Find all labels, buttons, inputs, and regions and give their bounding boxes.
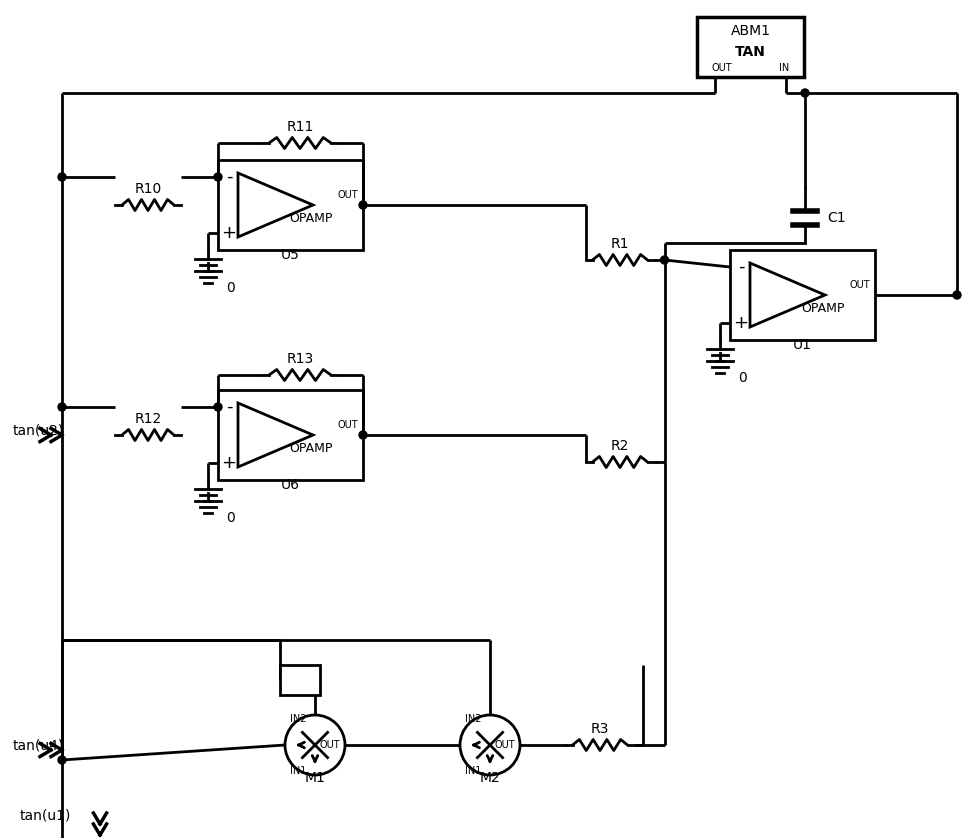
Text: U6: U6 [281, 478, 300, 492]
Circle shape [359, 431, 367, 439]
Text: +: + [733, 314, 748, 332]
Text: tan(u2): tan(u2) [13, 423, 64, 437]
Text: IN1: IN1 [465, 766, 481, 776]
Text: 0: 0 [738, 371, 747, 385]
Text: M2: M2 [479, 771, 501, 785]
Text: OPAMP: OPAMP [289, 442, 332, 454]
Text: IN2: IN2 [290, 714, 307, 724]
Text: ABM1: ABM1 [730, 24, 770, 38]
Circle shape [58, 403, 66, 411]
Text: U1: U1 [793, 338, 812, 352]
Circle shape [660, 256, 668, 264]
Text: -: - [226, 398, 232, 416]
Text: -: - [226, 168, 232, 186]
Text: R1: R1 [611, 237, 629, 251]
Text: R13: R13 [286, 352, 314, 366]
Text: +: + [221, 454, 237, 472]
Text: M1: M1 [305, 771, 325, 785]
Text: +: + [221, 224, 237, 242]
Text: IN2: IN2 [465, 714, 481, 724]
Circle shape [953, 291, 961, 299]
Bar [218, 160, 363, 250]
Text: OUT: OUT [337, 420, 358, 430]
Text: -: - [737, 258, 744, 276]
Text: OPAMP: OPAMP [801, 302, 844, 314]
Bar [218, 390, 363, 480]
Circle shape [359, 201, 367, 209]
Text: U5: U5 [281, 248, 300, 262]
Circle shape [214, 403, 222, 411]
Text: OUT: OUT [849, 280, 870, 290]
Bar [697, 17, 804, 77]
Circle shape [58, 173, 66, 181]
Text: R3: R3 [591, 722, 609, 736]
Circle shape [801, 89, 809, 97]
Text: OUT: OUT [712, 63, 732, 73]
Text: IN: IN [779, 63, 789, 73]
Text: OUT: OUT [337, 190, 358, 200]
Text: TAN: TAN [735, 45, 766, 59]
Text: tan(u4): tan(u4) [13, 738, 64, 752]
Circle shape [58, 756, 66, 764]
Bar [280, 665, 320, 695]
Text: R12: R12 [134, 412, 162, 426]
Text: OPAMP: OPAMP [289, 211, 332, 225]
Text: 0: 0 [226, 511, 235, 525]
Text: R2: R2 [611, 439, 629, 453]
Text: C1: C1 [827, 211, 845, 225]
Text: R11: R11 [286, 120, 314, 134]
Text: tan(u1): tan(u1) [20, 808, 71, 822]
Text: 0: 0 [226, 281, 235, 295]
Text: OUT: OUT [495, 740, 515, 750]
Circle shape [214, 173, 222, 181]
Text: OUT: OUT [319, 740, 340, 750]
Text: IN1: IN1 [290, 766, 307, 776]
Text: R10: R10 [134, 182, 162, 196]
Bar [730, 250, 875, 340]
